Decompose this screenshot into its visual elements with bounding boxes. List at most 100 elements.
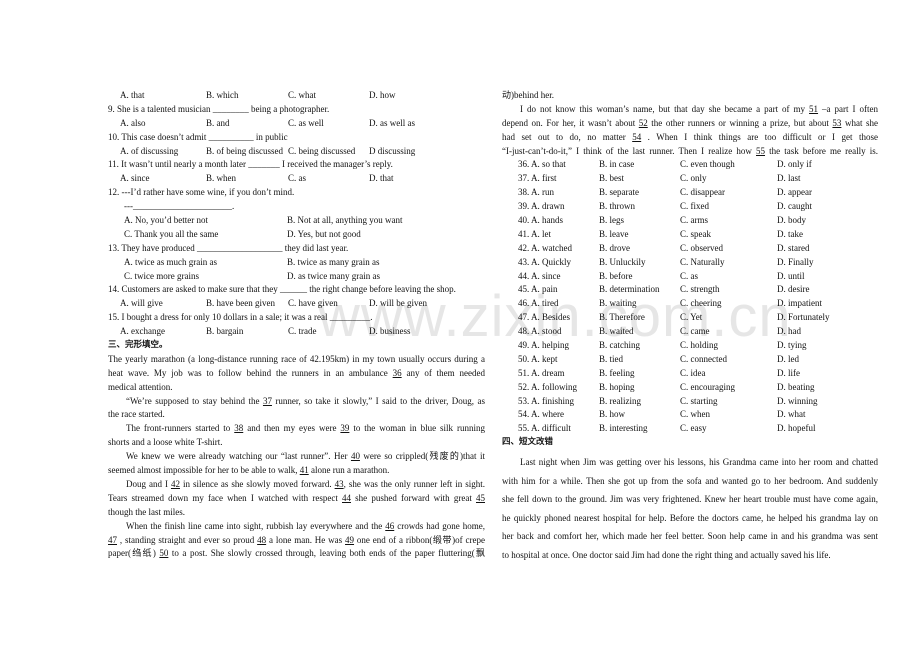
passage-line: medical attention.	[108, 381, 485, 395]
passage-text: The yearly marathon (a long-distance run…	[108, 353, 485, 364]
options-row: A. that B. which C. what D. how	[108, 89, 485, 103]
passage-text: “We’re supposed to stay behind the	[126, 395, 263, 406]
option: A. also	[120, 117, 146, 128]
option: D. Finally	[777, 256, 814, 267]
passage-text: alone run a marathon.	[308, 465, 390, 476]
option: D. Fortunately	[777, 312, 830, 323]
passage-text: We knew we were already watching our “la…	[126, 451, 351, 462]
option: C. what	[288, 90, 316, 100]
option: D. hopeful	[777, 423, 816, 434]
cloze-options-row: 47. A. Besides B. Therefore C. Yet D. Fortu…	[502, 311, 878, 325]
passage-text: to hospital at once. One doctor said Jim…	[502, 549, 831, 560]
option: B. in case	[599, 159, 635, 170]
passage-text: Doug and I	[126, 478, 171, 489]
option: B. waiting	[599, 298, 637, 309]
passage-line: The yearly marathon (a long-distance run…	[108, 353, 485, 367]
options-row: A. since B. when C. as D. that	[108, 172, 485, 186]
passage-text: the task before me really is.	[765, 145, 878, 156]
passage-text: were so crippled(残废的)that it	[359, 451, 485, 462]
option: 39. A. drawn	[518, 201, 565, 212]
option: C. came	[680, 326, 710, 337]
options-row: A. of discussing B. of being discussed C. …	[108, 145, 485, 159]
passage-text: she fell down to the ground. Jim was ver…	[502, 494, 878, 505]
passage-text: runner, so take it slowly,” I said to th…	[271, 395, 485, 406]
passage-text: The front-runners started to	[126, 423, 235, 434]
option: 48. A. stood	[518, 326, 562, 337]
option: A. No, you’d better not	[124, 215, 208, 226]
options-row: A. also B. and C. as well D. as well as	[108, 117, 485, 131]
option: D. beating	[777, 381, 815, 392]
option: 55. A. difficult	[518, 423, 571, 434]
option: C. encouraging	[680, 381, 735, 392]
cloze-options-row: 49. A. helping B. catching C. holding D. ty…	[502, 339, 878, 353]
option: C. twice more grains	[124, 270, 199, 281]
passage-text: with him for a while. Then she got up fr…	[502, 475, 878, 486]
option: B. catching	[599, 340, 640, 351]
blank-number: 42	[170, 478, 180, 489]
cloze-options-row: 38. A. run B. separate C. disappear D. appe…	[502, 186, 878, 200]
passage-text: I do not know this woman’s name, but tha…	[520, 103, 810, 114]
option: C. as well	[288, 117, 324, 128]
option: B. Not at all, anything you want	[287, 215, 403, 226]
option: 54. A. where	[518, 409, 564, 420]
blank-number: 55	[756, 145, 766, 156]
options-row: A. No, you’d better not B. Not at all, an…	[108, 214, 485, 228]
cloze-options-row: 54. A. where B. how C. when D. what	[502, 408, 878, 422]
passage-line: her back and comfort her, which made her…	[502, 527, 878, 546]
question-stem: 12. ---I’d rather have some wine, if you…	[108, 187, 295, 198]
option: 52. A. following	[518, 381, 578, 392]
option: D. will be given	[369, 298, 427, 309]
option: B. twice as many grain as	[287, 256, 380, 267]
option: B. thrown	[599, 201, 635, 212]
passage-text: crowds had gone home,	[394, 520, 485, 531]
passage-text: in silence as she slowly moved forward.	[179, 478, 335, 489]
option: B. bargain	[206, 326, 244, 337]
option: D. impatient	[777, 298, 822, 309]
passage-text: depend on. For her, it wasn’t about	[502, 117, 639, 128]
option: D. had	[777, 326, 801, 337]
passage-line: “I-just-can’t-do-it,” I think of the las…	[502, 145, 878, 159]
cloze-options-row: 45. A. pain B. determination C. strength D.…	[502, 283, 878, 297]
option: C. idea	[680, 367, 706, 378]
option: B. and	[206, 117, 230, 128]
passage-line: had set out to do, no matter 54 . When I…	[502, 131, 878, 145]
option: 50. A. kept	[518, 353, 558, 364]
passage-line: to hospital at once. One doctor said Jim…	[502, 546, 878, 565]
option: D. as well as	[369, 117, 415, 128]
option: B. tied	[599, 353, 623, 364]
passage-text: though the last miles.	[108, 506, 185, 517]
option: C. Naturally	[680, 256, 725, 267]
option: D. body	[777, 215, 806, 226]
cloze-options-row: 37. A. first B. best C. only D. last	[502, 172, 878, 186]
options-row: C. Thank you all the same D. Yes, but not…	[108, 228, 485, 242]
question-stem: 11. It wasn’t until nearly a month later…	[108, 159, 393, 170]
cloze-options-row: 43. A. Quickly B. Unluckily C. Naturally D.…	[502, 256, 878, 270]
blank-number: 41	[299, 465, 309, 476]
question-stem: 15. I bought a dress for only 10 dollars…	[108, 312, 373, 323]
option: C. speak	[680, 228, 711, 239]
option: C. observed	[680, 242, 723, 253]
passage-text: Tears streamed down my face when I watch…	[108, 492, 342, 503]
option: D. until	[777, 270, 805, 281]
option: B. Therefore	[599, 312, 645, 323]
option: C. only	[680, 173, 707, 184]
option: C. disappear	[680, 187, 725, 198]
blank-number: 52	[638, 117, 648, 128]
option: D. that	[369, 173, 394, 184]
blank-number: 36	[392, 367, 402, 378]
blank-number: 54	[632, 131, 642, 142]
option: D. life	[777, 367, 800, 378]
passage-line: depend on. For her, it wasn’t about 52 t…	[502, 117, 878, 131]
option: D. stared	[777, 242, 810, 253]
blank-number: 53	[832, 117, 842, 128]
option: 46. A. tired	[518, 298, 559, 309]
option: 40. A. hands	[518, 215, 563, 226]
blank-number: 50	[159, 548, 169, 559]
option: B. determination	[599, 284, 660, 295]
option: B. leave	[599, 228, 629, 239]
option: 37. A. first	[518, 173, 557, 184]
option: B. separate	[599, 187, 639, 198]
passage-line: The front-runners started to 38 and then…	[108, 422, 485, 436]
option: A. since	[120, 173, 150, 184]
passage-line: We knew we were already watching our “la…	[108, 450, 485, 464]
